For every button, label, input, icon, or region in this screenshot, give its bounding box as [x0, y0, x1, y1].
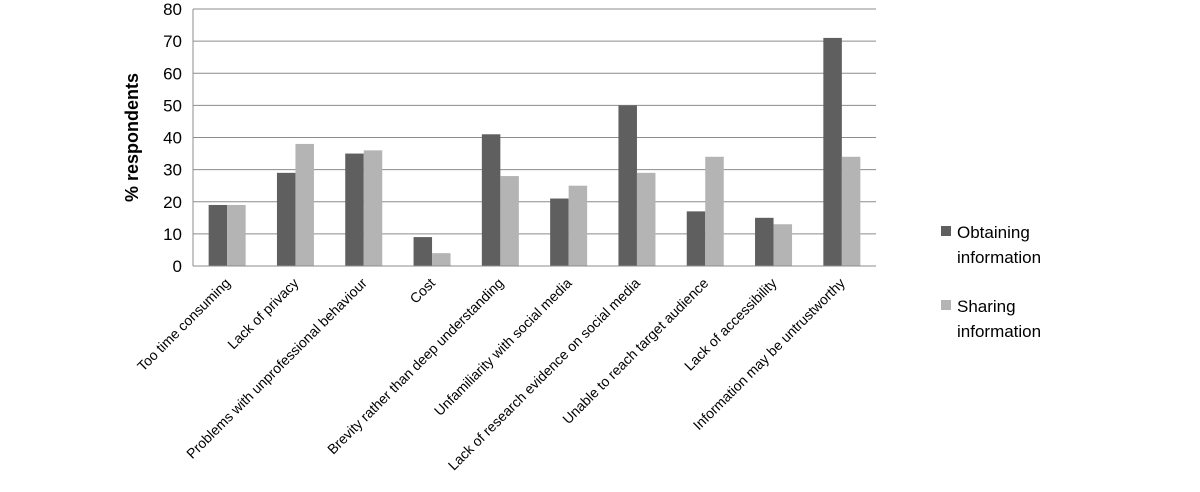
legend-swatch-obtaining — [941, 226, 951, 236]
category-label: Unfamiliarity with social media — [431, 275, 575, 419]
legend-label: Sharing — [957, 297, 1016, 316]
legend-label: information — [957, 248, 1041, 267]
category-label: Unable to reach target audience — [559, 275, 711, 427]
bar-sharing-3 — [363, 150, 383, 266]
category-label: Information may be untrustworthy — [690, 275, 848, 433]
y-tick-label: 20 — [163, 193, 182, 212]
y-tick-label: 30 — [163, 161, 182, 180]
bar-obtaining-7 — [618, 105, 637, 266]
bar-sharing-8 — [705, 156, 724, 266]
y-tick-label: 70 — [163, 32, 182, 51]
y-tick-label: 10 — [163, 225, 182, 244]
bar-obtaining-10 — [823, 37, 842, 266]
bar-sharing-4 — [432, 253, 451, 266]
legend-label: information — [957, 322, 1041, 341]
bar-obtaining-4 — [413, 237, 433, 266]
bar-obtaining-1 — [208, 204, 228, 266]
legend-swatch-sharing — [941, 300, 951, 310]
bar-sharing-7 — [636, 172, 656, 266]
bar-obtaining-6 — [550, 198, 569, 266]
legend: Obtaining information Sharing information — [941, 223, 1041, 341]
bar-sharing-9 — [773, 224, 793, 266]
bar-sharing-10 — [841, 156, 861, 266]
category-label: Cost — [406, 275, 438, 307]
bar-sharing-5 — [500, 176, 519, 266]
category-label: Too time consuming — [134, 275, 233, 374]
bar-sharing-6 — [568, 185, 588, 266]
legend-label: Obtaining — [957, 223, 1030, 242]
y-tick-label: 40 — [163, 129, 182, 148]
bar-obtaining-3 — [345, 153, 364, 266]
bar-obtaining-9 — [755, 217, 774, 266]
y-tick-label: 60 — [163, 64, 182, 83]
axes — [192, 9, 876, 267]
category-label: Lack of privacy — [224, 275, 301, 352]
y-tick-label: 50 — [163, 96, 182, 115]
y-tick-labels: 0 10 20 30 40 50 60 70 80 — [163, 0, 182, 276]
y-axis-title: % respondents — [122, 73, 142, 202]
y-tick-label: 80 — [163, 0, 182, 19]
bar-obtaining-5 — [481, 134, 501, 266]
bar-obtaining-8 — [686, 211, 706, 266]
bar-obtaining-2 — [276, 172, 296, 266]
bars — [208, 37, 861, 266]
y-tick-label: 0 — [173, 257, 182, 276]
bar-sharing-1 — [227, 204, 246, 266]
bar-sharing-2 — [295, 143, 314, 266]
